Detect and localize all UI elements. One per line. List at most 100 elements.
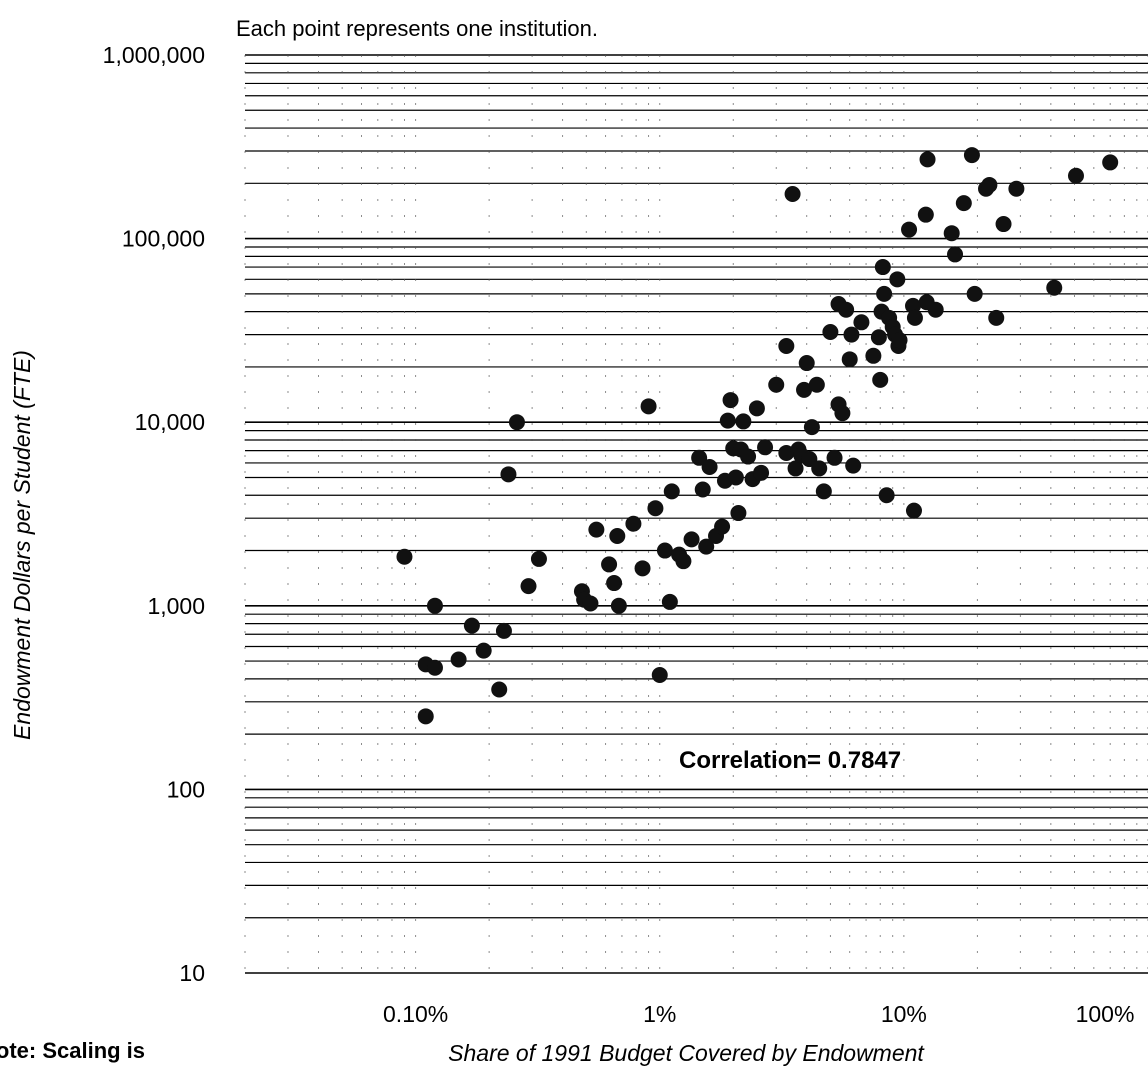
data-point xyxy=(634,560,651,577)
data-point xyxy=(905,297,922,314)
data-point xyxy=(520,578,537,595)
data-point xyxy=(663,483,680,500)
data-point xyxy=(803,419,820,436)
data-point xyxy=(491,681,508,698)
chart-subtitle: Each point represents one institution. xyxy=(236,16,598,41)
data-point xyxy=(753,464,770,481)
data-point xyxy=(826,449,843,466)
data-point xyxy=(735,413,752,430)
data-point xyxy=(787,460,804,477)
data-point xyxy=(784,185,801,202)
data-point xyxy=(609,527,626,544)
data-point xyxy=(874,259,891,276)
data-point xyxy=(768,376,785,393)
data-point xyxy=(463,617,480,634)
data-point xyxy=(891,332,908,349)
data-point xyxy=(640,398,657,415)
data-point xyxy=(841,351,858,368)
data-point xyxy=(625,515,642,532)
data-point xyxy=(691,449,708,466)
data-point xyxy=(947,246,964,263)
correlation-annotation: Correlation= 0.7847 xyxy=(679,747,901,774)
x-tick-label: 0.10% xyxy=(383,1001,448,1027)
data-point xyxy=(396,548,413,565)
data-point xyxy=(1046,279,1063,296)
data-point xyxy=(963,147,980,164)
data-point xyxy=(683,531,700,548)
data-point xyxy=(966,285,983,302)
data-point xyxy=(955,195,972,212)
data-point xyxy=(1102,154,1119,171)
data-point xyxy=(906,309,923,326)
data-point xyxy=(995,216,1012,233)
y-tick-label: 1,000,000 xyxy=(103,42,205,68)
x-tick-label: 100% xyxy=(1076,1001,1135,1027)
data-point xyxy=(748,400,765,417)
data-point xyxy=(870,329,887,346)
data-point xyxy=(878,487,895,504)
data-point xyxy=(582,595,599,612)
data-point xyxy=(730,505,747,522)
y-tick-label: 100,000 xyxy=(122,226,205,252)
data-point xyxy=(450,651,467,668)
x-axis-ticks: 0.10% 1% 10% 100% xyxy=(383,1001,1134,1027)
data-point xyxy=(661,593,678,610)
data-point xyxy=(872,371,889,388)
data-point xyxy=(834,405,851,422)
data-point xyxy=(500,466,517,483)
data-point xyxy=(740,448,757,465)
x-tick-label: 1% xyxy=(643,1001,676,1027)
data-point xyxy=(757,439,774,456)
data-point xyxy=(943,225,960,242)
data-point xyxy=(495,622,512,639)
data-point xyxy=(647,500,664,517)
data-point xyxy=(417,708,434,725)
y-tick-label: 100 xyxy=(167,776,205,802)
data-point xyxy=(1067,167,1084,184)
data-point xyxy=(876,285,893,302)
data-point xyxy=(778,444,795,461)
data-point xyxy=(808,376,825,393)
data-point xyxy=(981,176,998,193)
data-point xyxy=(475,642,492,659)
data-point xyxy=(694,481,711,498)
data-point xyxy=(853,314,870,331)
data-point xyxy=(675,553,692,570)
data-point xyxy=(610,597,627,614)
data-point xyxy=(701,459,718,476)
data-point xyxy=(530,550,547,567)
data-point xyxy=(822,323,839,340)
data-points xyxy=(396,147,1119,725)
y-axis-ticks: 1,000,000 100,000 10,000 1,000 100 10 xyxy=(103,42,205,986)
data-point xyxy=(815,483,832,500)
data-point xyxy=(606,575,623,592)
data-point xyxy=(656,542,673,559)
y-axis-title: Endowment Dollars per Student (FTE) xyxy=(9,350,35,740)
data-point xyxy=(901,221,918,238)
scaling-note: Note: Scaling is xyxy=(0,1038,145,1063)
data-point xyxy=(845,457,862,474)
data-point xyxy=(927,301,944,318)
data-point xyxy=(651,666,668,683)
data-point xyxy=(778,338,795,355)
x-tick-label: 10% xyxy=(881,1001,927,1027)
data-point xyxy=(722,392,739,409)
data-point xyxy=(843,326,860,343)
data-point xyxy=(426,659,443,676)
y-tick-label: 10 xyxy=(179,960,205,986)
data-point xyxy=(426,597,443,614)
data-point xyxy=(719,412,736,429)
y-tick-label: 1,000 xyxy=(147,593,205,619)
data-point xyxy=(838,301,855,318)
data-point xyxy=(889,271,906,288)
data-point xyxy=(796,381,813,398)
data-point xyxy=(865,347,882,364)
data-point xyxy=(508,414,525,431)
data-point xyxy=(714,518,731,535)
data-point xyxy=(588,521,605,538)
data-point xyxy=(919,151,936,168)
y-tick-label: 10,000 xyxy=(135,409,205,435)
data-point xyxy=(917,206,934,223)
x-axis-title: Share of 1991 Budget Covered by Endowmen… xyxy=(448,1040,925,1066)
